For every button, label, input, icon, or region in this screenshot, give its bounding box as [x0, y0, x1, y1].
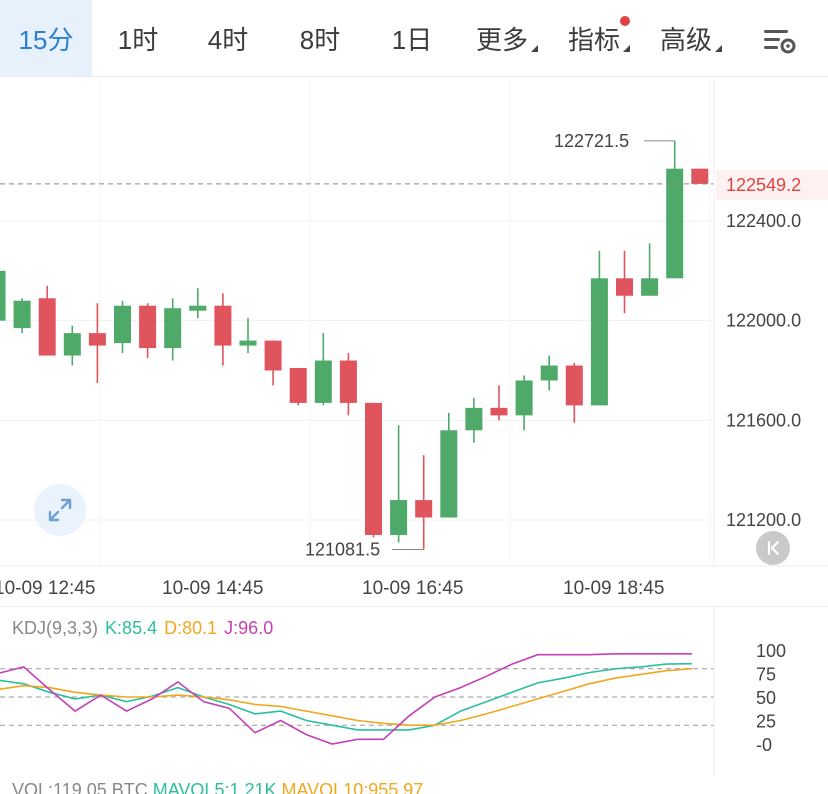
- mavol5-value: MAVOL5:1.21K: [152, 780, 277, 794]
- candle-body: [415, 500, 433, 518]
- tab-label: 15分: [18, 24, 74, 55]
- volume-legend: VOL:119.05 BTC MAVOL5:1.21K MAVOL10:955.…: [12, 780, 423, 794]
- kdj-k-line: [0, 662, 692, 731]
- candle-body: [189, 305, 207, 311]
- caret-icon: [531, 45, 538, 52]
- candle-body: [590, 278, 608, 406]
- candle-body: [239, 340, 257, 346]
- caret-icon: [715, 45, 722, 52]
- candle-body: [691, 168, 709, 184]
- tab-label: 8时: [299, 24, 341, 55]
- tab-label: 高级: [659, 24, 712, 55]
- tab-1h[interactable]: 1时: [100, 0, 176, 76]
- current-price-tag: 122549.2: [716, 170, 828, 200]
- kdj-tick-label: 50: [756, 688, 776, 708]
- time-tick-label: 10-09 12:45: [0, 578, 95, 599]
- candle-body: [38, 298, 56, 356]
- kdj-tick-label: 75: [756, 665, 776, 685]
- time-tick-label: 10-09 18:45: [563, 578, 664, 599]
- candle-body: [465, 407, 483, 431]
- candle-body: [339, 360, 357, 403]
- kdj-tick-label: 25: [756, 712, 776, 732]
- candle-body: [540, 365, 558, 381]
- kdj-d-line: [0, 667, 692, 727]
- candle-body: [214, 305, 232, 346]
- mavol10-value: MAVOL10:955.97: [281, 780, 424, 794]
- candle-body: [565, 365, 583, 406]
- current-price-value: 122549.2: [726, 174, 802, 195]
- price-axis: 122400.0 122000.0 121600.0 121200.0: [726, 211, 801, 530]
- candle-body: [289, 368, 307, 403]
- toolbar-divider: [0, 76, 828, 77]
- kdj-legend: KDJ(9,3,3) K:85.4 D:80.1 J:96.0: [12, 618, 275, 639]
- candle-body: [264, 340, 282, 371]
- kdj-j-line: [0, 652, 692, 745]
- low-price-label: 121081.5: [305, 540, 380, 560]
- tab-indicators-dropdown[interactable]: 指标: [554, 0, 634, 76]
- kdj-tick-label: 100: [756, 641, 786, 661]
- tab-label: 1日: [391, 24, 433, 55]
- candle-body: [164, 308, 182, 349]
- fullscreen-button[interactable]: [34, 484, 86, 536]
- kdj-j-value: J:96.0: [224, 618, 274, 638]
- chart-settings-icon: [764, 30, 796, 54]
- price-tick-label: 121200.0: [726, 510, 801, 530]
- tab-advanced-dropdown[interactable]: 高级: [646, 0, 726, 76]
- candle-body: [13, 300, 31, 329]
- candle-body: [114, 305, 131, 344]
- kdj-title: KDJ(9,3,3): [12, 618, 99, 638]
- kdj-d-value: D:80.1: [164, 618, 218, 638]
- candle-body: [139, 305, 157, 349]
- tab-15m[interactable]: 15分: [0, 0, 92, 76]
- chart-settings-button[interactable]: [758, 20, 802, 60]
- time-axis: 10-09 12:45 10-09 14:45 10-09 16:45 10-09 1…: [0, 578, 664, 599]
- panel-divider: [0, 606, 828, 607]
- tab-label: 指标: [567, 24, 620, 55]
- kdj-tick-label: -0: [756, 735, 772, 755]
- tab-label: 4时: [207, 24, 249, 55]
- time-tick-label: 10-09 14:45: [162, 578, 263, 599]
- kdj-indicator-chart: 100 75 50 25 -0: [0, 606, 786, 776]
- timeframe-toolbar: 15分 1时 4时 8时 1日 更多 指标 高级: [0, 0, 828, 76]
- candle-body: [390, 500, 408, 535]
- candle-body: [440, 430, 458, 518]
- tab-more-dropdown[interactable]: 更多: [462, 0, 542, 76]
- tab-label: 更多: [475, 24, 528, 55]
- candle-body: [666, 168, 684, 279]
- notification-dot: [620, 16, 630, 26]
- candles-group: [0, 140, 709, 550]
- time-tick-label: 10-09 16:45: [362, 578, 463, 599]
- candle-body: [616, 278, 633, 296]
- scroll-to-latest-button[interactable]: [756, 531, 790, 565]
- kdj-axis: 100 75 50 25 -0: [756, 641, 786, 755]
- expand-arrows-icon: [48, 498, 72, 522]
- price-tick-label: 122000.0: [726, 311, 801, 331]
- candle-body: [0, 270, 6, 321]
- tab-4h[interactable]: 4时: [190, 0, 266, 76]
- chart-grid: [0, 80, 828, 567]
- tab-8h[interactable]: 8时: [282, 0, 358, 76]
- kdj-k-value: K:85.4: [105, 618, 158, 638]
- candle-body: [63, 333, 81, 356]
- candle-body: [490, 407, 508, 416]
- candle-body: [515, 380, 533, 416]
- candlestick-chart[interactable]: 122400.0 122000.0 121600.0 121200.0 10-09 1…: [0, 76, 828, 606]
- volume-value: VOL:119.05 BTC: [12, 780, 148, 794]
- tab-label: 1时: [117, 24, 159, 55]
- caret-icon: [623, 45, 630, 52]
- scroll-to-end-icon: [767, 540, 780, 556]
- tab-1d[interactable]: 1日: [374, 0, 450, 76]
- price-tick-label: 121600.0: [726, 410, 801, 430]
- candle-body: [641, 278, 659, 296]
- candle-body: [365, 402, 382, 535]
- candle-body: [314, 360, 332, 403]
- high-price-label: 122721.5: [554, 131, 629, 151]
- price-tick-label: 122400.0: [726, 211, 801, 231]
- candle-body: [88, 333, 106, 346]
